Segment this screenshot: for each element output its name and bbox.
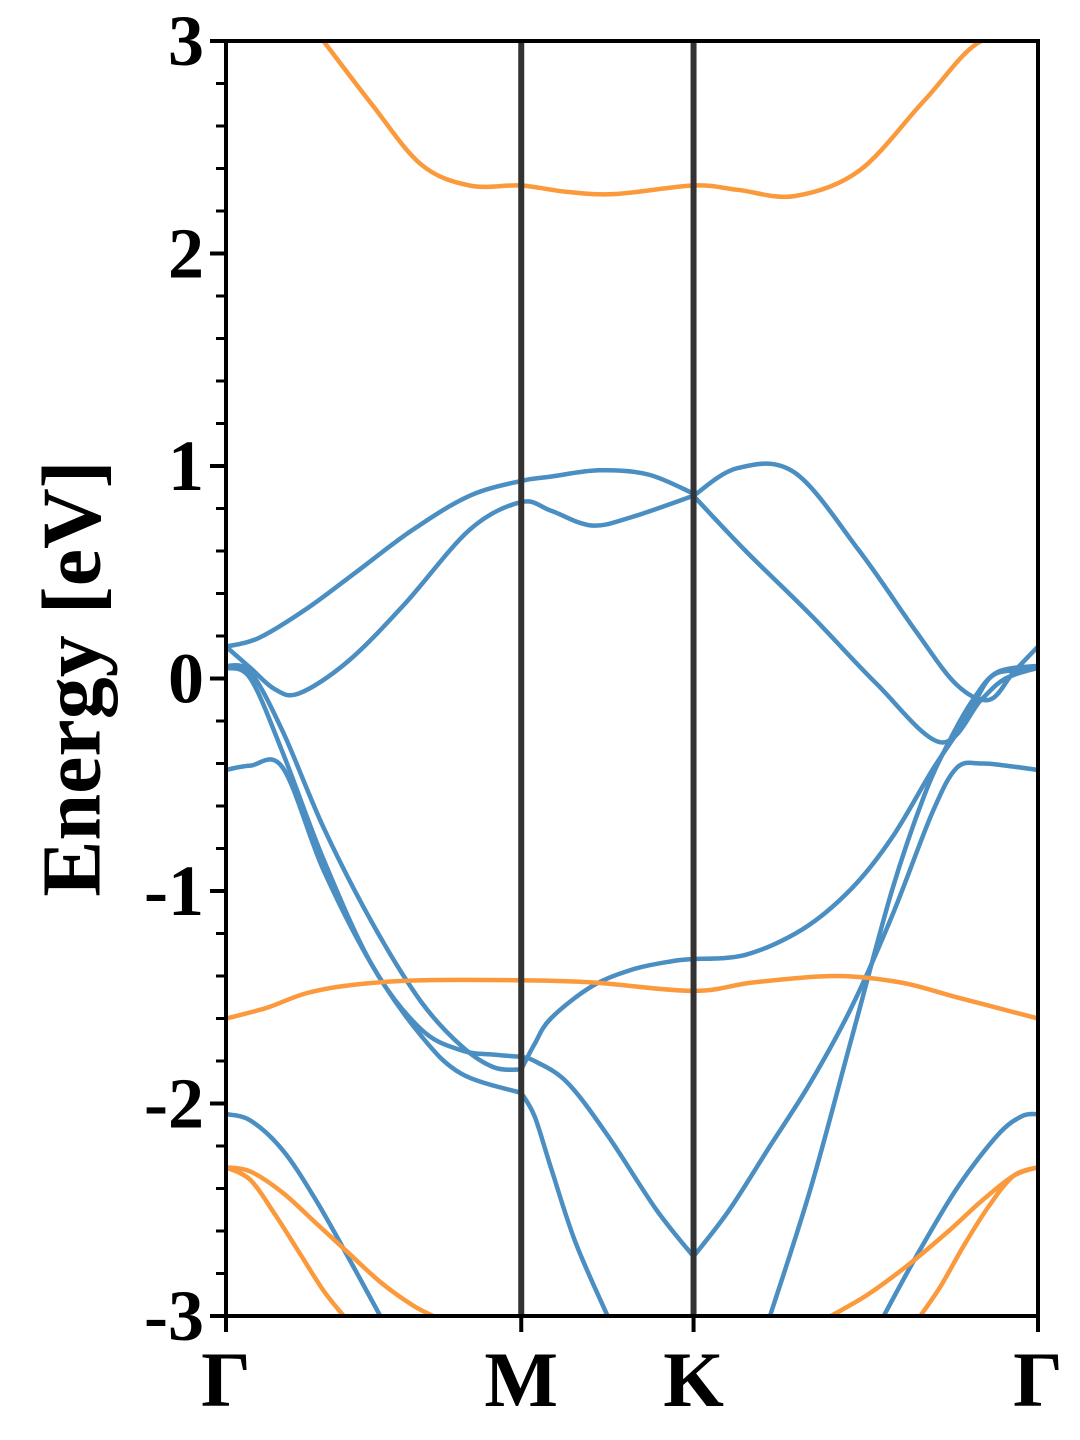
y-tick-label: 1: [168, 426, 204, 506]
band-line-blue-6: [518, 956, 696, 1072]
band-line-orange-19: [226, 1165, 346, 1316]
y-axis-label: Energy [eV]: [26, 460, 119, 896]
plot-frame: [224, 39, 1040, 1318]
band-line-orange-18: [226, 1165, 436, 1316]
band-line-orange-21: [918, 1165, 1038, 1316]
y-tick-label: 2: [168, 214, 204, 294]
band-line-blue-4: [226, 665, 524, 1060]
band-line-blue-2: [226, 467, 696, 649]
y-tick-label: 3: [168, 1, 204, 81]
y-tick-label: -2: [144, 1064, 204, 1144]
y-axis-ticks: 3 2 1 0 -1 -2 -3: [144, 1, 226, 1356]
y-tick-label: -3: [144, 1276, 204, 1356]
band-line-blue-1: [226, 493, 696, 698]
band-line-blue-10: [691, 493, 1038, 745]
band-line-blue-11: [691, 665, 1038, 962]
x-tick-label-4: Γ: [1013, 1336, 1063, 1423]
y-tick-label: -1: [144, 851, 204, 931]
bands-layer: [226, 41, 1038, 1316]
band-line-blue-8: [518, 1090, 610, 1316]
x-tick-label-1: Γ: [201, 1336, 251, 1423]
band-line-blue-9: [691, 461, 1038, 703]
k-path-divider-lines: [518, 41, 697, 1316]
y-tick-label: 0: [168, 639, 204, 719]
band-line-orange-16: [321, 41, 1038, 200]
band-line-blue-14: [226, 1111, 383, 1316]
band-line-blue-12: [691, 760, 1038, 1259]
band-line-blue-3: [226, 662, 524, 1073]
band-line-blue-15: [881, 1111, 1038, 1316]
x-tick-label-2: M: [484, 1336, 558, 1423]
x-tick-label-3: K: [663, 1336, 724, 1423]
band-line-blue-13: [767, 663, 1038, 1316]
band-line-blue-5: [226, 757, 524, 1096]
band-line-blue-7: [518, 1054, 696, 1259]
band-line-orange-17: [226, 973, 1038, 1021]
